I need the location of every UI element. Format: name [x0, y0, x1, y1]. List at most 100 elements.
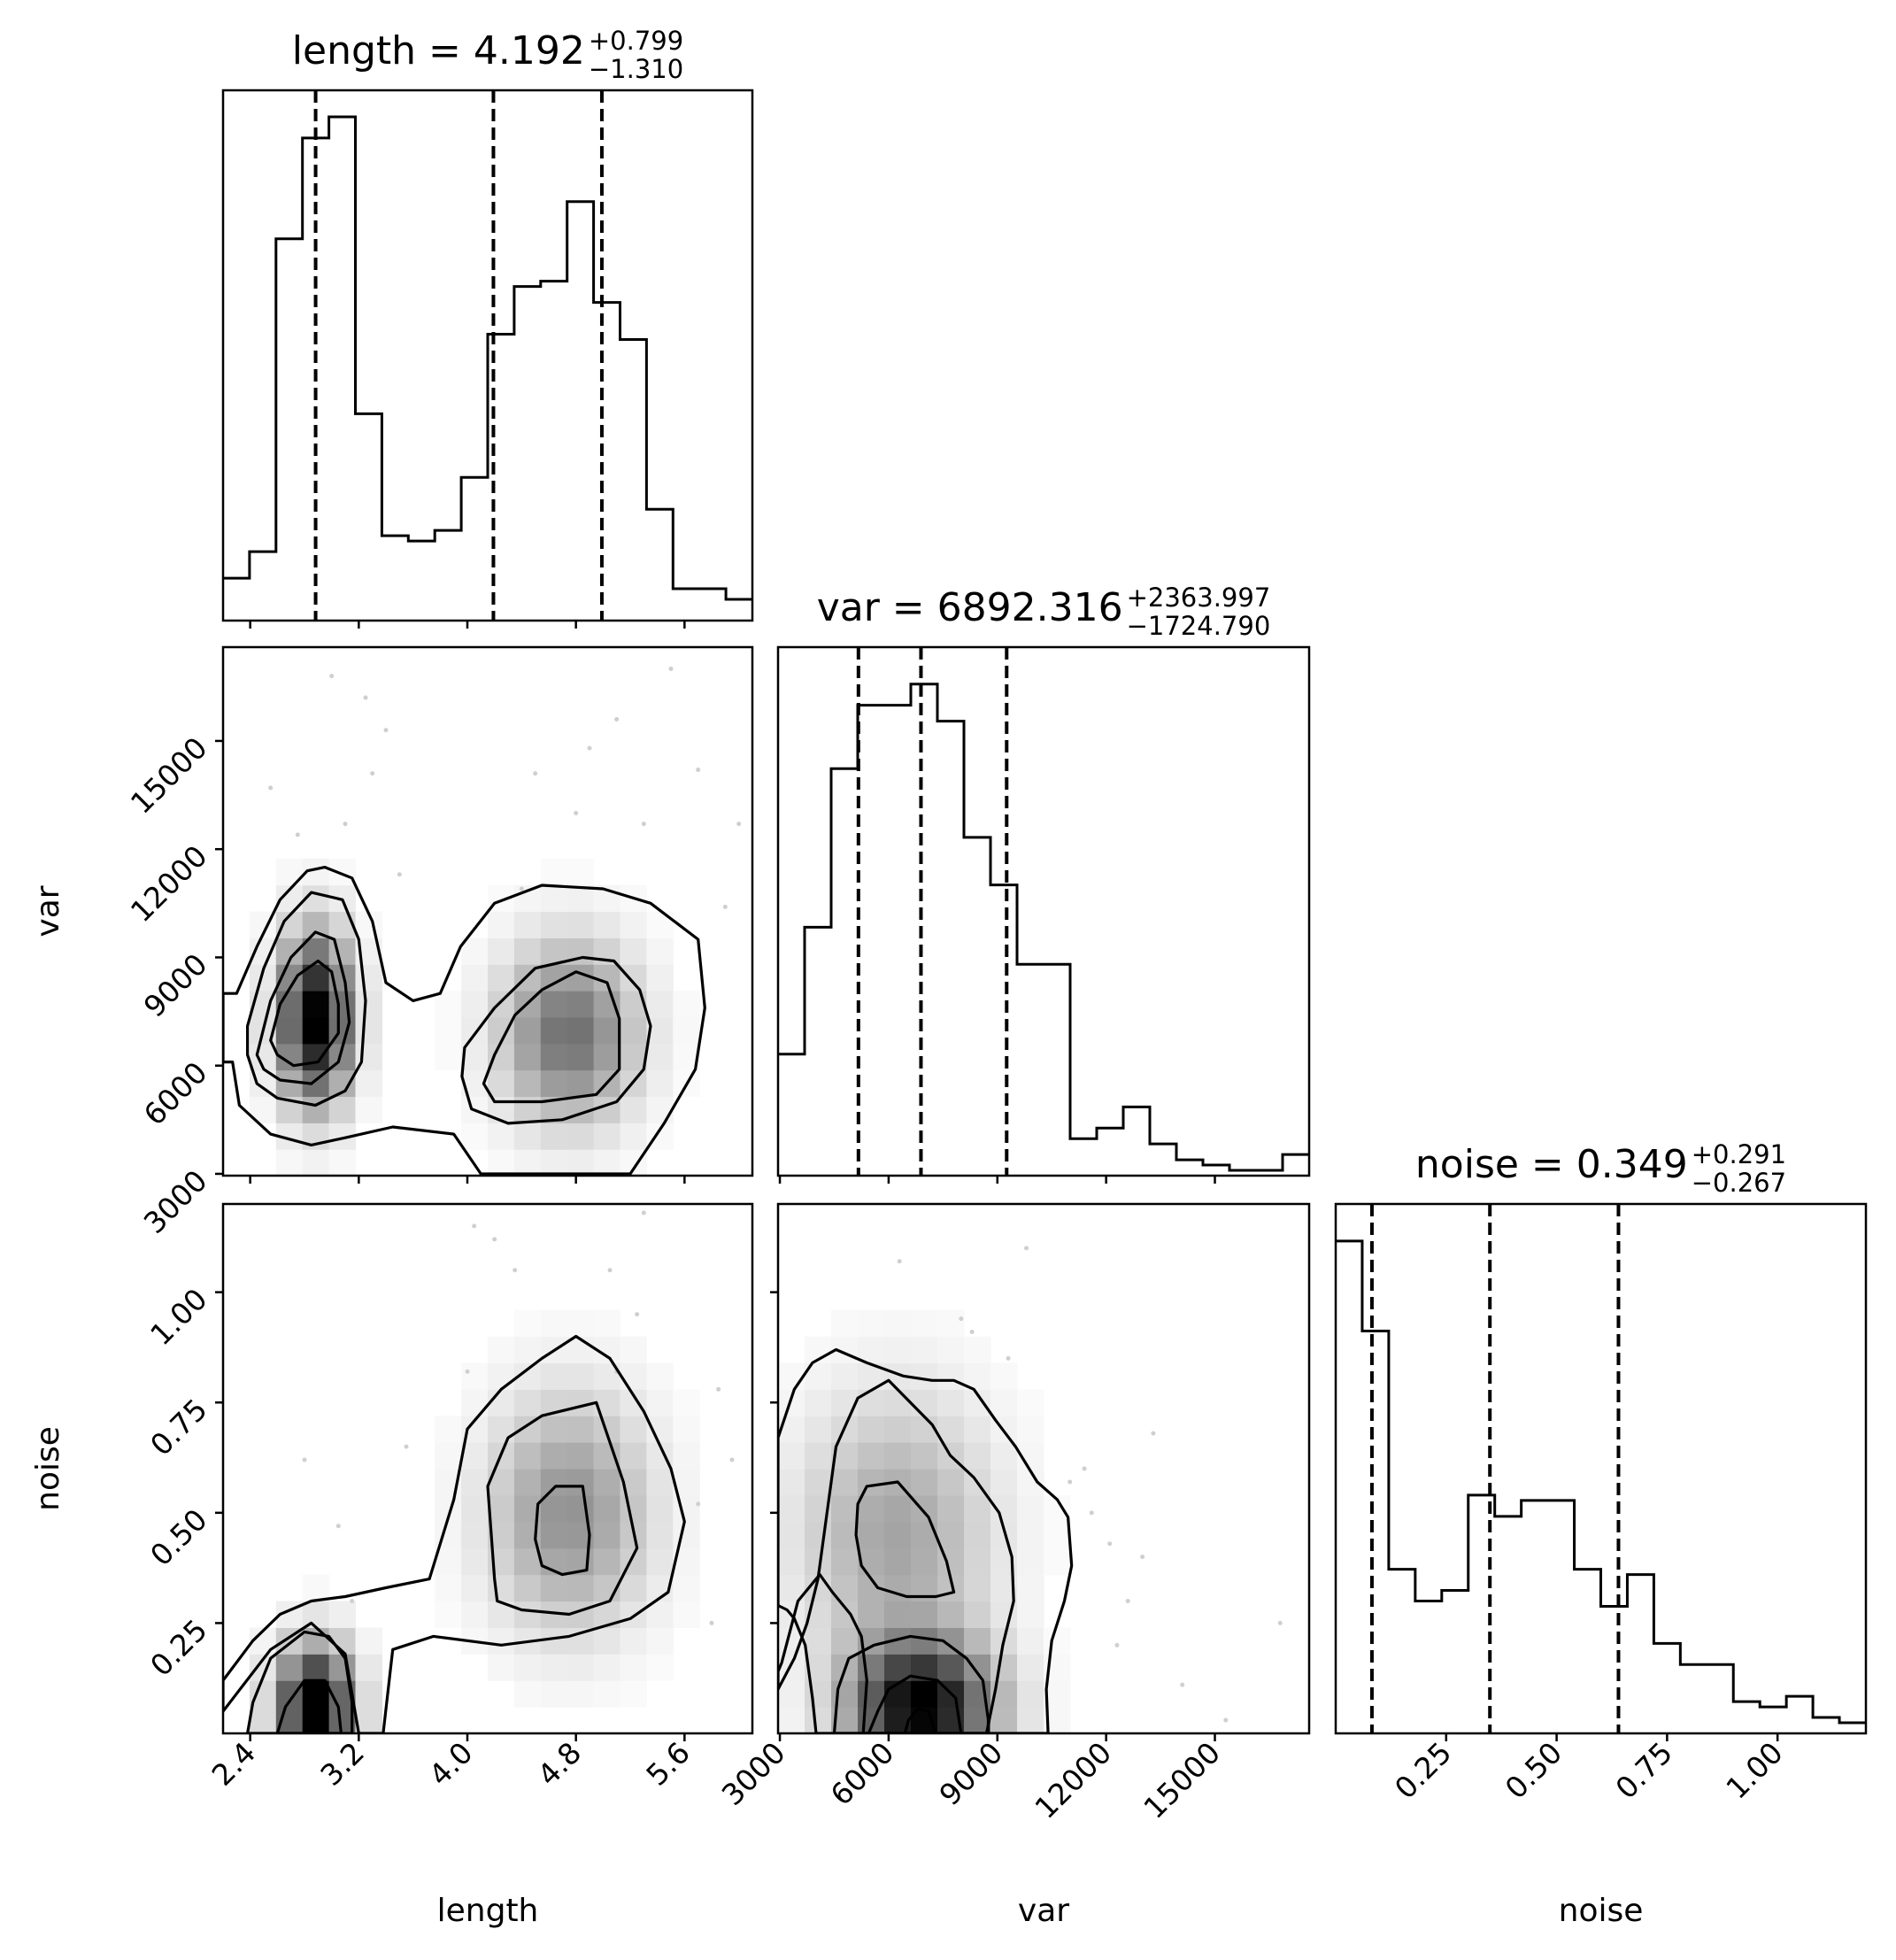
density-cell: [540, 1494, 568, 1523]
contour-level-0: [223, 866, 706, 1176]
density-cell: [540, 1521, 568, 1549]
density-cell: [620, 1362, 647, 1390]
density-cell: [673, 1389, 700, 1416]
density-cell: [620, 1627, 647, 1655]
density-cell: [1017, 1389, 1044, 1416]
density-cell: [435, 1416, 462, 1443]
sample-point: [716, 1386, 721, 1392]
density-cell: [1017, 1654, 1044, 1681]
contour-level-3: [303, 1705, 328, 1733]
density-cell: [884, 1601, 912, 1628]
density-cell: [884, 1521, 912, 1549]
density-cell: [566, 1362, 595, 1390]
density-cell: [593, 1521, 621, 1549]
sample-point: [1006, 1355, 1011, 1361]
density-cell: [937, 1336, 965, 1363]
density-cell: [566, 1574, 595, 1602]
density-cell: [620, 1574, 647, 1602]
density-cell: [513, 1389, 542, 1416]
panel-title-plus: +0.291: [1692, 1139, 1786, 1169]
contour-level-1: [246, 891, 367, 1107]
density-cell: [355, 1707, 382, 1733]
density-cell: [990, 1389, 1018, 1416]
density-cell: [620, 1494, 647, 1523]
density-cell: [488, 1069, 515, 1098]
density-cell: [1017, 1416, 1044, 1443]
density-cell: [540, 1416, 568, 1443]
density-cell: [858, 1442, 885, 1470]
x-tick-label-var: 6000: [824, 1735, 901, 1812]
contour-level-3: [460, 955, 652, 1125]
sample-point: [343, 822, 348, 827]
sample-point: [1107, 1541, 1113, 1547]
density-cell: [964, 1442, 991, 1470]
x-tick-label-noise: 0.25: [1388, 1735, 1459, 1806]
density-cell: [937, 1416, 965, 1443]
density-cell: [513, 1336, 542, 1363]
density-cell: [1044, 1627, 1071, 1655]
density-cell: [540, 858, 568, 886]
density-cell: [1017, 1521, 1044, 1549]
density-cell: [488, 1043, 515, 1071]
density-cell: [488, 1123, 515, 1150]
density-cell: [1017, 1494, 1044, 1523]
y-tick-label-noise: 0.75: [143, 1392, 214, 1462]
density-cell: [620, 938, 647, 965]
density-cell: [858, 1654, 885, 1681]
scatter-panel-length-var: [221, 645, 754, 1177]
density-cell: [673, 1574, 700, 1602]
density-cell: [461, 1521, 489, 1549]
histogram-panel-var: var = 6892.316 +2363.997−1724.790: [776, 583, 1311, 1177]
density-cell: [355, 1069, 382, 1098]
density-cell: [805, 1469, 832, 1496]
density-cell: [778, 1494, 805, 1523]
density-cell: [513, 1601, 542, 1628]
density-cell: [566, 991, 595, 1018]
density-cell: [646, 1043, 674, 1071]
sample-point: [897, 1259, 902, 1264]
density-cell: [646, 1069, 674, 1098]
density-cell: [620, 1654, 647, 1681]
sample-point: [383, 728, 389, 733]
density-cell: [566, 1123, 595, 1150]
panel-title-main: var = 6892.316: [817, 585, 1123, 630]
density-cell: [911, 1309, 938, 1338]
density-cell: [620, 1336, 647, 1363]
density-cell: [540, 1123, 568, 1150]
sample-point: [329, 674, 335, 679]
density-cell: [884, 1494, 912, 1523]
density-cell: [488, 1469, 515, 1496]
density-cell: [990, 1442, 1018, 1470]
panel-title-noise: noise = 0.349 +0.291−0.267: [1415, 1139, 1786, 1198]
density-cell: [513, 1149, 542, 1176]
density-cell: [540, 1680, 568, 1708]
histogram-plot-area: [223, 90, 752, 621]
x-tick-label-length: 4.8: [531, 1735, 589, 1793]
density-cell: [1017, 1547, 1044, 1576]
density-cell: [911, 1389, 938, 1416]
density-cell: [646, 911, 674, 938]
panel-title-minus: −0.267: [1692, 1168, 1786, 1198]
density-cell: [461, 1362, 489, 1390]
density-cell: [884, 1336, 912, 1363]
panel-plot-area: [223, 1210, 735, 1733]
density-cell: [884, 1654, 912, 1681]
density-cell: [355, 1627, 382, 1655]
density-cell: [1017, 1627, 1044, 1655]
panel-title-main: noise = 0.349: [1415, 1142, 1688, 1187]
density-cell: [1017, 1574, 1044, 1602]
y-tick-label-var: 12000: [124, 838, 214, 929]
density-cell: [593, 964, 621, 992]
density-cell: [858, 1521, 885, 1549]
density-cell: [355, 991, 382, 1018]
density-cell: [805, 1627, 832, 1655]
contour-level-1: [246, 1630, 354, 1733]
sample-point: [696, 768, 701, 773]
density-cell: [646, 1547, 674, 1576]
density-cell: [488, 1416, 515, 1443]
density-cell: [461, 991, 489, 1018]
density-cell: [911, 1336, 938, 1363]
density-cell: [540, 1149, 568, 1176]
sample-point: [397, 872, 402, 877]
